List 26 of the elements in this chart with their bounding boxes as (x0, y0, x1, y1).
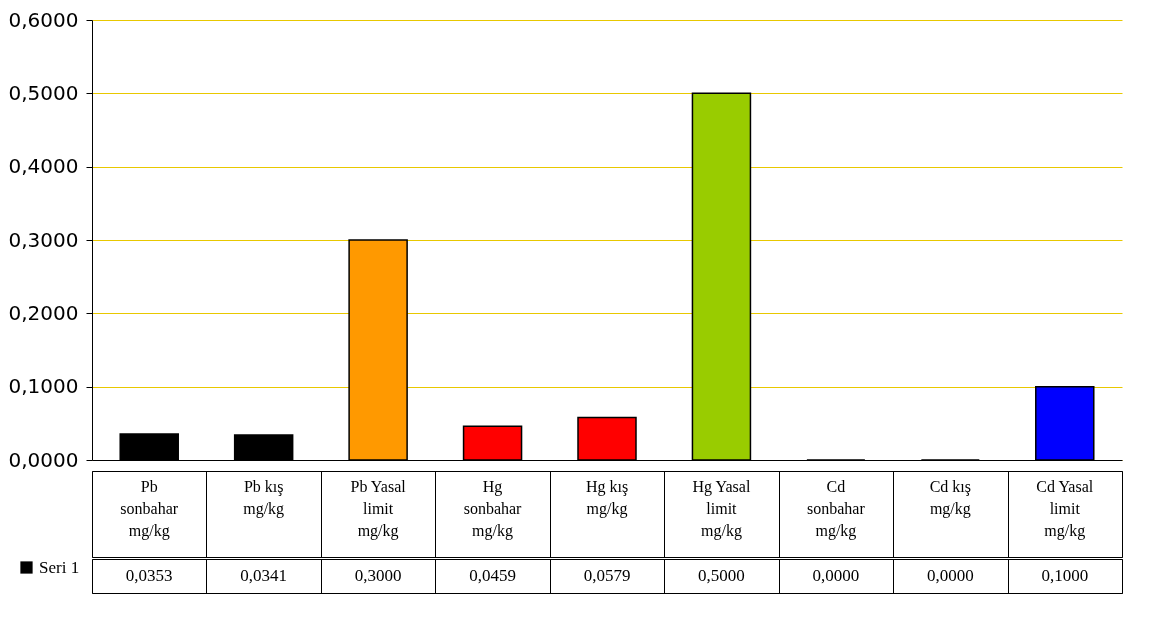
x-tick-label: Cd sonbahar mg/kg (807, 478, 866, 540)
data-label: 0,3000 (354, 566, 402, 585)
data-label: 0,0353 (125, 566, 173, 585)
y-tick-label: 0,3000 (8, 227, 79, 252)
data-label: 0,0000 (812, 566, 860, 585)
y-tick-label: 0,6000 (8, 7, 79, 32)
x-tick-label: Cd Yasal limit mg/kg (1036, 478, 1094, 540)
data-label: 0,1000 (1041, 566, 1089, 585)
x-tick-label: Hg kış mg/kg (585, 478, 629, 518)
y-tick-label: 0,0000 (8, 447, 79, 472)
legend-label: Seri 1 (39, 557, 80, 577)
data-label: 0,5000 (698, 566, 745, 585)
y-tick-label: 0,2000 (8, 300, 79, 325)
y-tick-label: 0,1000 (8, 374, 79, 399)
data-label: 0,0459 (469, 566, 516, 585)
x-tick-label: Pb Yasal limit mg/kg (350, 478, 407, 540)
data-label: 0,0579 (583, 566, 631, 585)
data-label: 0,0341 (240, 566, 288, 585)
y-tick-label: 0,5000 (8, 80, 79, 105)
data-label: 0,0000 (926, 566, 974, 585)
x-tick-label: Hg sonbahar mg/kg (463, 478, 523, 540)
y-tick-label: 0,4000 (8, 154, 79, 179)
x-tick-label: Cd kış mg/kg (929, 478, 972, 518)
x-tick-label: Pb kış mg/kg (243, 478, 285, 518)
x-tick-label: Pb sonbahar mg/kg (120, 478, 179, 540)
x-tick-label: Hg Yasal limit mg/kg (692, 478, 751, 540)
